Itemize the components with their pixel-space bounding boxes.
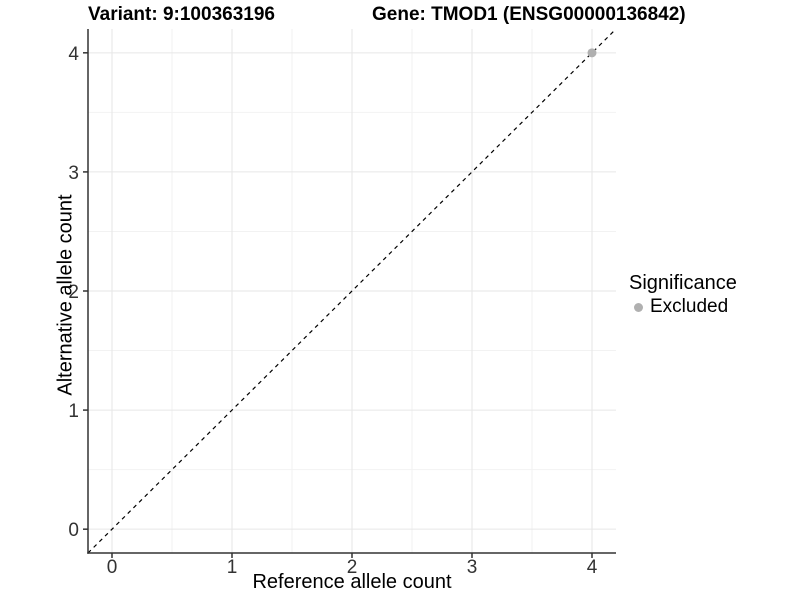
legend-item-label: Excluded	[650, 296, 729, 317]
y-tick-label: 4	[68, 44, 79, 65]
y-tick-label: 2	[68, 282, 79, 303]
legend-item: Excluded	[629, 296, 737, 318]
y-tick-label: 0	[68, 520, 79, 541]
x-tick-label: 3	[467, 557, 478, 578]
y-axis-title: Alternative allele count	[54, 194, 77, 396]
plot-title-gene: Gene: TMOD1 (ENSG00000136842)	[372, 4, 686, 25]
x-tick-label: 1	[227, 557, 238, 578]
x-tick-label: 0	[107, 557, 118, 578]
legend: Significance Excluded	[629, 271, 737, 318]
y-tick-label: 3	[68, 163, 79, 184]
identity-reference-line	[87, 28, 617, 554]
y-tick-label: 1	[68, 401, 79, 422]
legend-title: Significance	[629, 272, 737, 294]
legend-point-icon	[634, 302, 643, 312]
plot-title-variant: Variant: 9:100363196	[88, 4, 275, 25]
x-tick-label: 2	[347, 557, 358, 578]
x-axis-title: Reference allele count	[252, 571, 452, 593]
x-tick-label: 4	[587, 557, 598, 578]
data-point-excluded	[587, 48, 597, 58]
